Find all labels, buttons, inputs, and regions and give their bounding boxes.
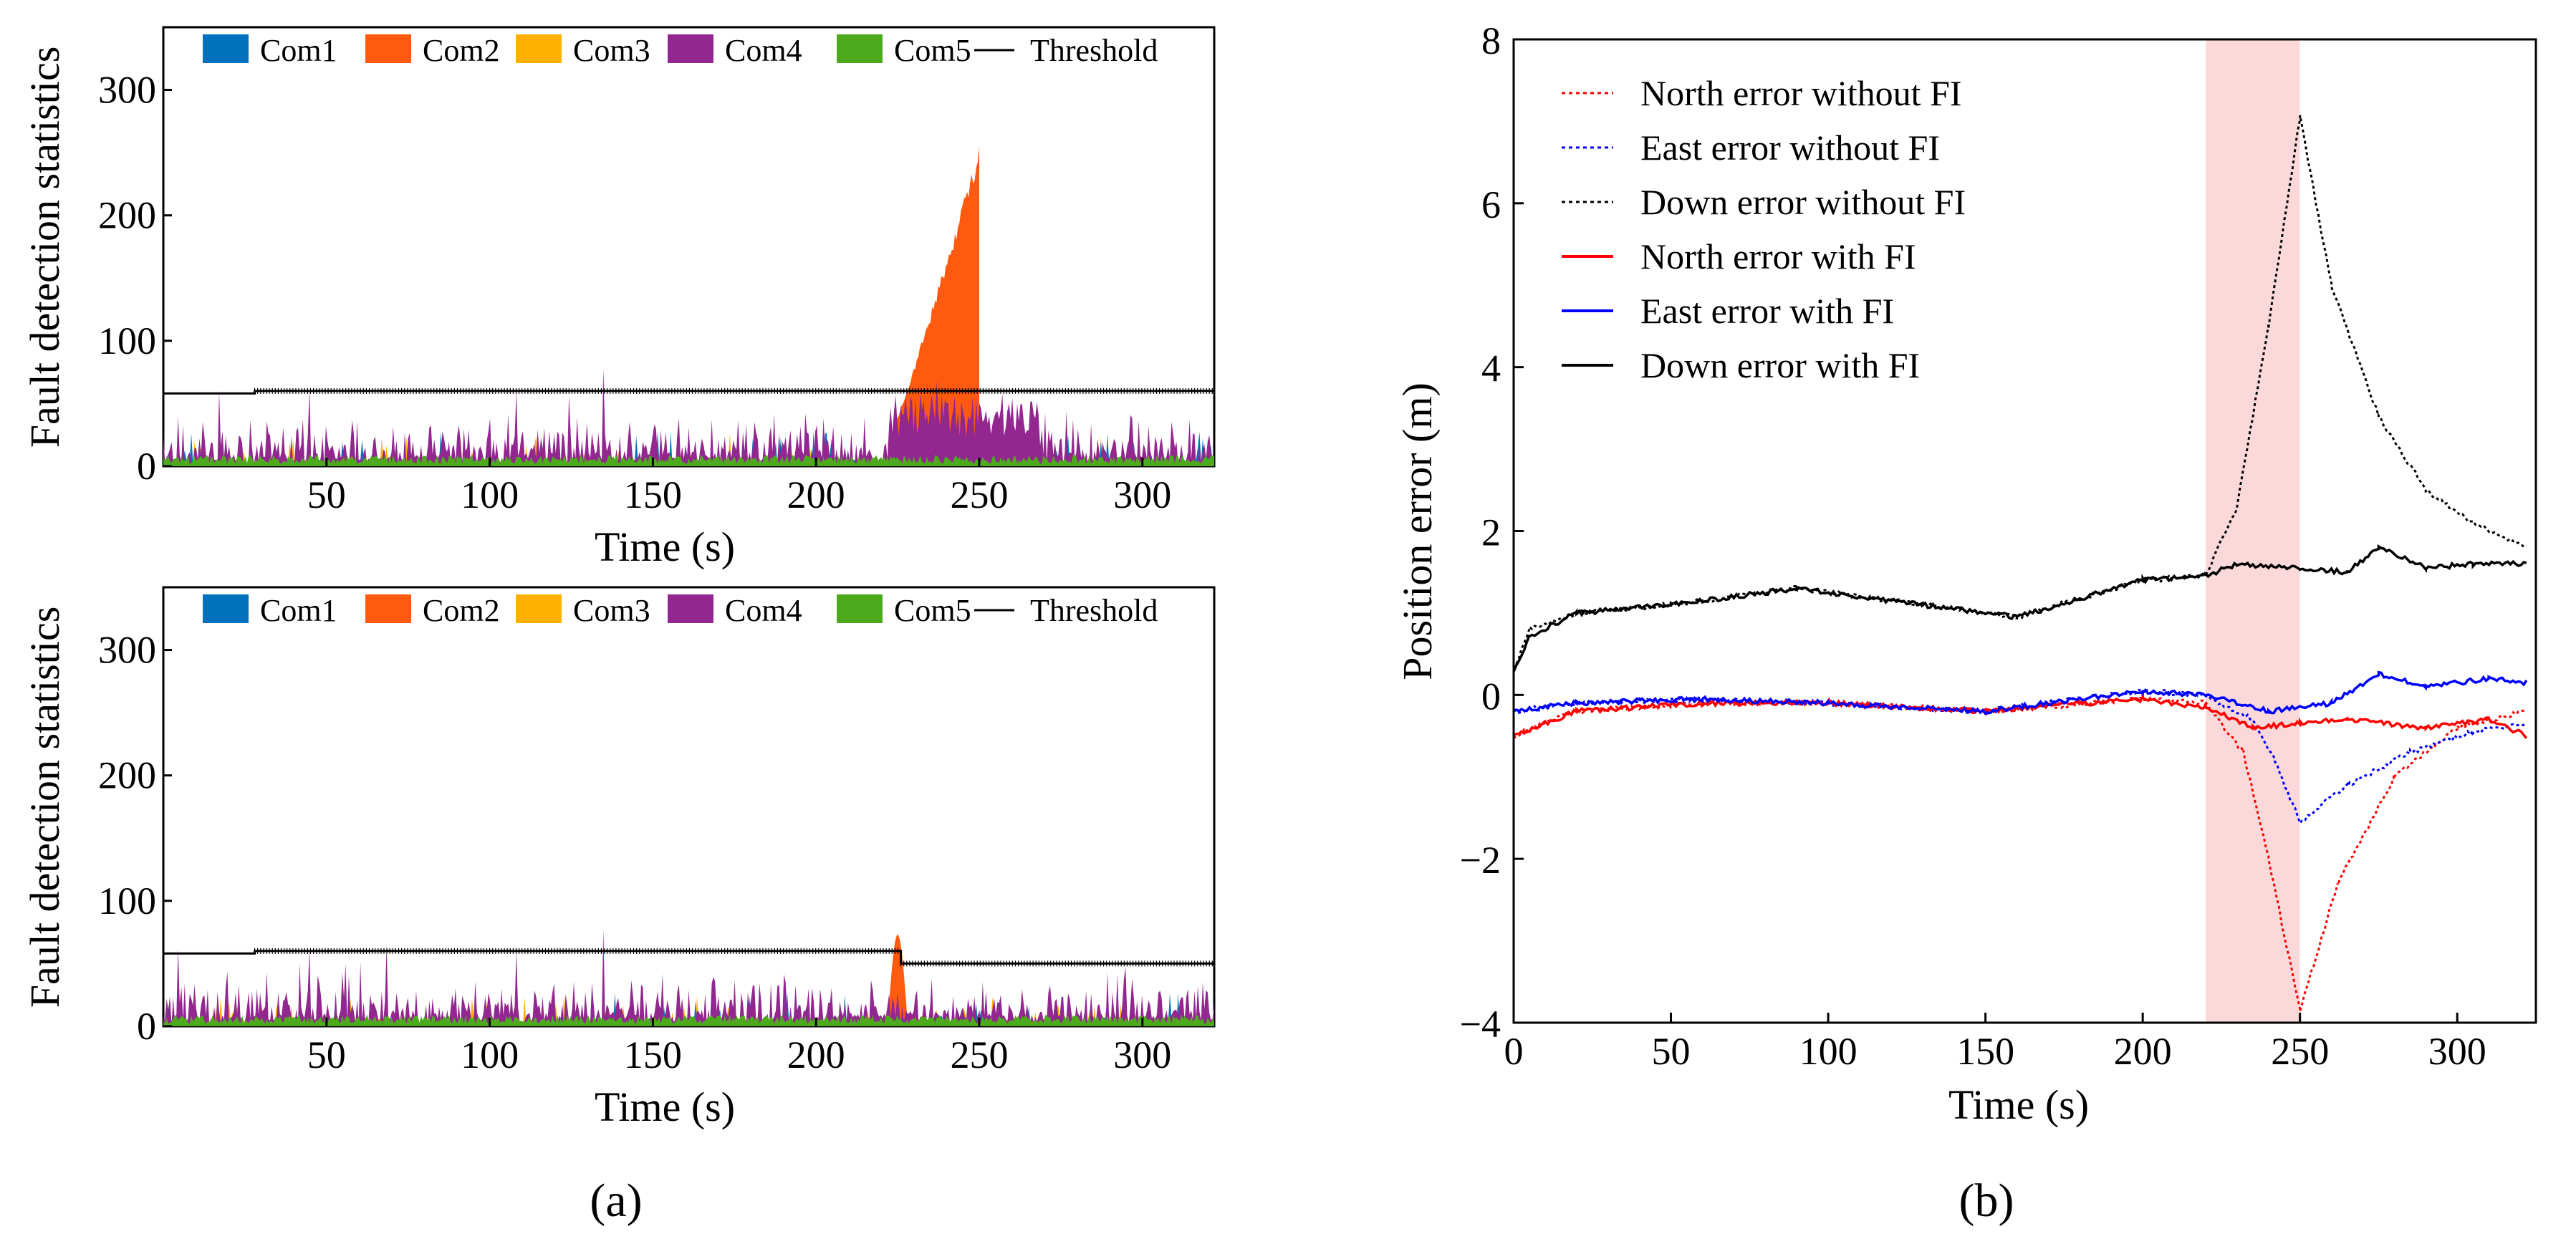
position-error-chart: 0 50 100 150 200 250 300 −4 −2 0 2 4 6 8 North error … xyxy=(1394,19,2537,1128)
x-tick-label: 200 xyxy=(787,473,845,516)
legend-label: Down error with FI xyxy=(1640,345,1920,385)
legend: North error without FI East error without… xyxy=(1562,73,1966,385)
legend-label: East error without FI xyxy=(1640,127,1940,168)
com2-area xyxy=(888,146,979,467)
series-line xyxy=(1513,688,2527,826)
legend-swatch xyxy=(516,594,562,623)
plot-frame xyxy=(162,26,1216,468)
tick-group: 50 100 150 200 250 300 0 100 200 300 xyxy=(98,629,1171,1076)
y-tick-label: 300 xyxy=(98,629,156,672)
x-tick-label: 100 xyxy=(1799,1030,1857,1073)
y-tick-label: −2 xyxy=(1460,839,1501,882)
x-axis-label: Time (s) xyxy=(595,524,735,570)
legend-label: Down error without FI xyxy=(1640,182,1966,222)
com4-area xyxy=(163,368,1214,466)
x-tick-label: 50 xyxy=(307,473,346,516)
tick-group: 50 100 150 200 250 300 0 100 200 300 xyxy=(98,69,1171,516)
legend-label: Threshold xyxy=(1030,593,1158,628)
threshold-group xyxy=(163,947,1214,967)
series-line xyxy=(1513,670,2528,715)
y-axis-label: Fault detection statistics xyxy=(21,47,68,448)
legend-label: Com1 xyxy=(260,33,337,68)
legend-label: Com5 xyxy=(894,33,971,68)
series-line xyxy=(1512,544,2527,672)
tick-group: 0 50 100 150 200 250 300 −4 −2 0 2 4 6 8 xyxy=(1460,19,2486,1073)
series-line-group xyxy=(1512,115,2528,1012)
y-tick-label: 100 xyxy=(98,319,156,362)
y-axis-label: Position error (m) xyxy=(1394,382,1441,680)
x-tick-label: 50 xyxy=(1652,1030,1691,1073)
x-tick-label: 250 xyxy=(2271,1030,2329,1073)
x-tick-label: 300 xyxy=(1113,473,1171,516)
x-tick-label: 300 xyxy=(1113,1033,1171,1076)
com5-area xyxy=(163,1015,1214,1026)
x-tick-label: 250 xyxy=(950,1033,1008,1076)
y-axis-label: Fault detection statistics xyxy=(21,607,68,1008)
y-tick-label: 0 xyxy=(137,445,156,488)
threshold-group xyxy=(163,387,1214,395)
series-area-group xyxy=(163,146,1214,467)
legend-label: Com4 xyxy=(725,33,802,68)
legend-label: Com3 xyxy=(573,593,650,628)
legend-label: Com2 xyxy=(423,33,500,68)
com5-area xyxy=(163,455,1214,466)
x-axis-label: Time (s) xyxy=(595,1084,735,1130)
fault-interval-highlight xyxy=(2205,39,2300,1023)
legend-swatch xyxy=(203,34,249,63)
legend-label: Com4 xyxy=(725,593,802,628)
legend: Com1 Com2 Com3 Com4 Com5 Threshold xyxy=(203,33,1158,68)
series-line xyxy=(1513,696,2527,1012)
legend-swatch xyxy=(203,594,249,623)
y-tick-label: 0 xyxy=(1481,675,1501,718)
x-tick-label: 150 xyxy=(1956,1030,2014,1073)
y-tick-label: 6 xyxy=(1481,183,1501,226)
x-tick-label: 150 xyxy=(624,1033,682,1076)
legend-label: Com5 xyxy=(894,593,971,628)
legend-label: Com2 xyxy=(423,593,500,628)
legend-swatch xyxy=(365,34,411,63)
legend-swatch xyxy=(516,34,562,63)
legend-label: Com3 xyxy=(573,33,650,68)
x-tick-label: 0 xyxy=(1504,1030,1524,1073)
x-tick-label: 200 xyxy=(2114,1030,2172,1073)
y-tick-label: −4 xyxy=(1460,1003,1501,1046)
legend-swatch xyxy=(837,594,883,623)
y-tick-label: 4 xyxy=(1481,347,1501,390)
legend-swatch xyxy=(365,594,411,623)
fault-detection-chart-top: 50 100 150 200 250 300 0 100 200 300 Com1 Com2 Com3… xyxy=(21,26,1216,570)
panel-label-a: (a) xyxy=(590,1175,642,1227)
y-tick-label: 200 xyxy=(98,754,156,797)
legend-swatch xyxy=(668,594,713,623)
y-tick-label: 8 xyxy=(1481,19,1501,62)
panel-label-b: (b) xyxy=(1959,1175,2014,1227)
plot-frame xyxy=(162,586,1216,1028)
legend-label: North error with FI xyxy=(1640,236,1916,276)
y-tick-label: 100 xyxy=(98,879,156,922)
y-tick-label: 300 xyxy=(98,69,156,112)
fault-detection-chart-bottom: 50 100 150 200 250 300 0 100 200 300 Com1 Com2 Com3… xyxy=(21,586,1216,1130)
x-tick-label: 200 xyxy=(787,1033,845,1076)
x-tick-label: 150 xyxy=(624,473,682,516)
legend-label: Com1 xyxy=(260,593,337,628)
y-tick-label: 200 xyxy=(98,194,156,237)
legend-swatch xyxy=(668,34,713,63)
legend: Com1 Com2 Com3 Com4 Com5 Threshold xyxy=(203,593,1158,628)
com4-area xyxy=(163,928,1214,1026)
x-tick-label: 50 xyxy=(307,1033,346,1076)
series-line xyxy=(1513,692,2528,739)
x-tick-label: 300 xyxy=(2428,1030,2486,1073)
legend-label: East error with FI xyxy=(1640,291,1894,331)
legend-label: Threshold xyxy=(1030,33,1158,68)
x-tick-label: 100 xyxy=(461,473,519,516)
x-tick-label: 250 xyxy=(950,473,1008,516)
y-tick-label: 2 xyxy=(1481,511,1501,554)
y-tick-label: 0 xyxy=(137,1005,156,1048)
x-tick-label: 100 xyxy=(461,1033,519,1076)
legend-label: North error without FI xyxy=(1640,73,1962,113)
x-axis-label: Time (s) xyxy=(1948,1081,2089,1128)
legend-swatch xyxy=(837,34,883,63)
series-area-group xyxy=(163,928,1214,1026)
